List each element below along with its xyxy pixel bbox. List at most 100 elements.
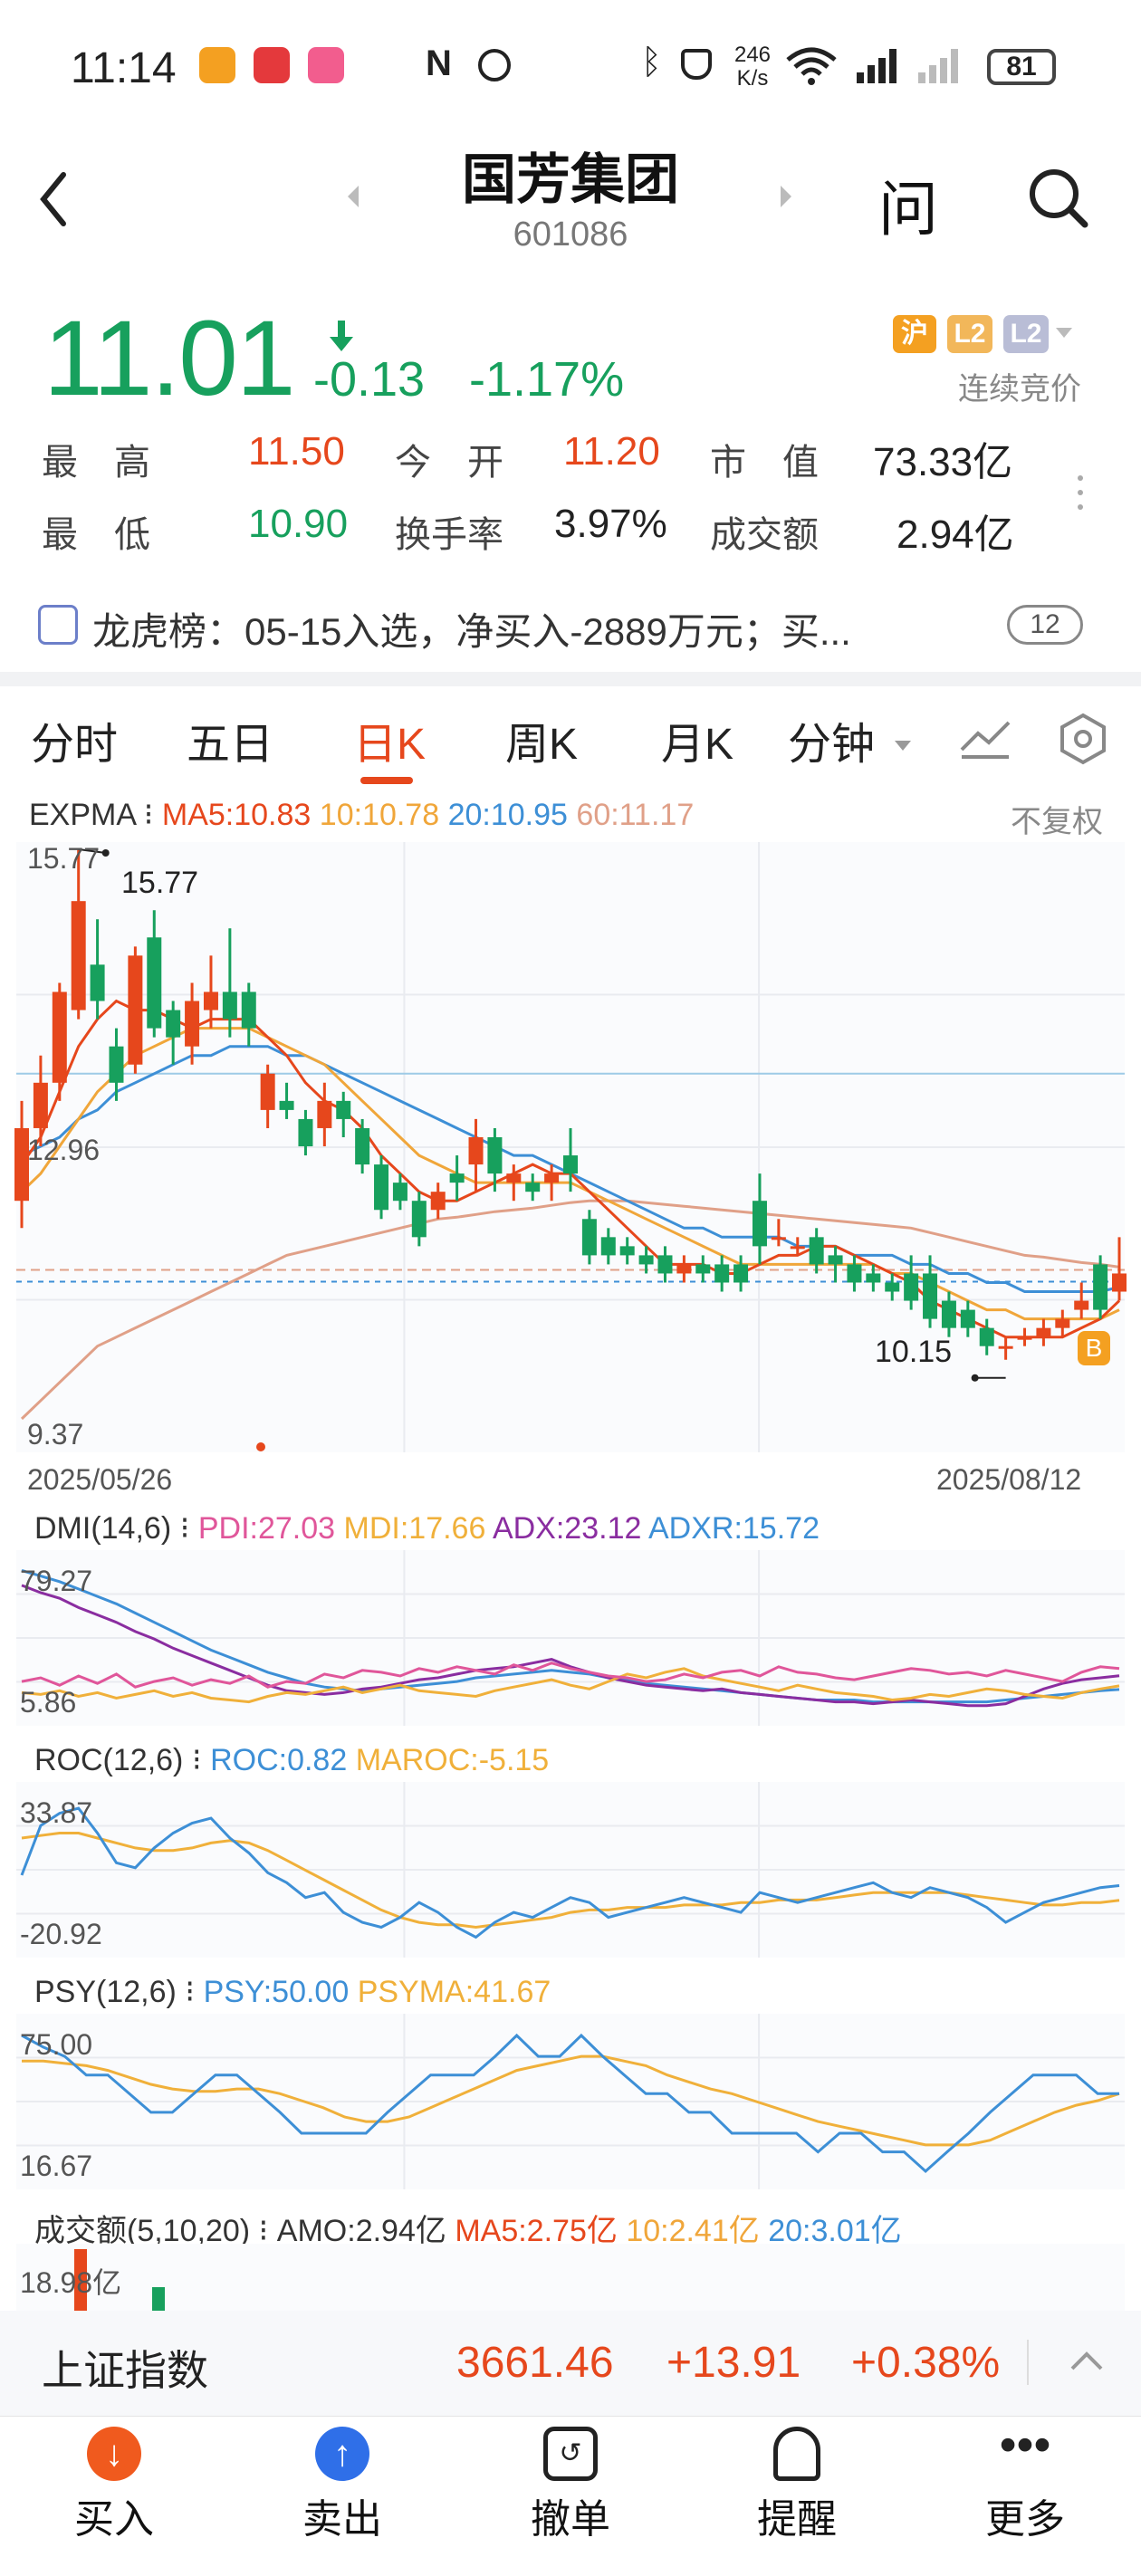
candle-body [581,1219,597,1256]
amount-bar [74,2249,87,2311]
candle-body [336,1100,351,1119]
candle [960,1300,975,1337]
alert-button[interactable]: 提醒 [724,2427,869,2544]
low-label: 最 低 [42,515,150,555]
more-vertical-icon[interactable] [1078,466,1085,519]
cancel-order-button[interactable]: ↺ 撤单 [498,2427,643,2544]
candle [411,1192,427,1247]
ask-button[interactable]: 问 [878,176,938,243]
more-button[interactable]: ••• 更多 [985,2418,1065,2542]
candle [979,1318,994,1355]
candle [525,1173,541,1202]
roc-y-low: -20.92 [20,1918,102,1950]
more-dots-icon: ••• [999,2418,1051,2472]
status-bar: 11:14 N ᛒ 246 K/s 81 [0,0,1141,136]
kline-max-marker: 15.77 [121,866,199,900]
kline-chart[interactable] [0,842,1141,1452]
amount-chart[interactable] [0,2244,1141,2311]
sh-badge: 沪 [893,315,936,353]
current-price: 11.01 [43,299,296,418]
tab-minute[interactable]: 分钟 [788,721,876,769]
candle-body [923,1273,938,1319]
dmi-y-high: 79.27 [20,1565,93,1597]
candle-body [771,1237,786,1240]
psy-y-low: 16.67 [20,2150,93,2182]
candle-body [1036,1327,1051,1337]
l2-badge[interactable]: L2 [947,315,992,353]
tab-weekly-k[interactable]: 周K [505,721,579,769]
chevron-down-icon[interactable] [1056,328,1072,338]
candle-body [487,1136,503,1174]
candle-body [941,1300,956,1328]
next-stock-icon[interactable] [781,186,791,207]
adjust-toggle[interactable]: 不复权 [1011,805,1103,839]
buy-signal-badge[interactable]: B [1078,1331,1110,1365]
bilibili-app-icon [308,47,344,83]
alarm-icon [478,49,511,81]
dragon-tiger-text[interactable]: 龙虎榜：05-15入选，净买入-2889万元；买... [92,610,851,653]
chevron-up-icon[interactable] [1069,2347,1105,2374]
huawei-app-icon [254,47,290,83]
candle [487,1127,503,1192]
candle [847,1255,862,1292]
candle-body [563,1155,578,1174]
candle-body [904,1273,919,1301]
dmi-chart[interactable] [0,1550,1141,1726]
max-dot [101,849,110,857]
candle [563,1127,578,1192]
candle-body [657,1255,673,1274]
chart-trend-icon [38,605,78,645]
drawing-tool-icon[interactable] [958,715,1012,761]
settings-hexagon-icon[interactable] [1056,712,1110,766]
candle [771,1219,786,1247]
candle-body [790,1246,805,1250]
candle [355,1118,370,1174]
min-dot [971,1374,979,1382]
candle [941,1291,956,1337]
candle-body [90,964,105,1001]
candle-body [676,1264,692,1274]
candle [392,1173,408,1211]
candle-body [734,1264,749,1283]
buy-button[interactable]: ↓ 买入 [42,2427,187,2544]
roc-y-high: 33.87 [20,1796,93,1829]
kline-y-low: 9.37 [27,1418,84,1451]
psy-chart[interactable] [0,2014,1141,2189]
candle-body [525,1183,541,1192]
dmi-legend: DMI(14,6) ⁝ PDI:27.03 MDI:17.66 ADX:23.1… [34,1511,820,1546]
candle [714,1255,730,1292]
tab-intraday[interactable]: 分时 [31,721,119,769]
candle [998,1336,1013,1360]
search-icon[interactable] [1027,167,1090,230]
candle-body [600,1237,616,1256]
turnover-value: 3.97% [554,502,667,546]
sell-button[interactable]: ↑ 卖出 [270,2427,415,2544]
candle-body [1112,1273,1127,1292]
candle [1093,1255,1108,1319]
bell-icon [773,2427,820,2481]
prev-stock-icon[interactable] [348,186,359,207]
amount-value: 2.94亿 [896,512,1014,557]
buy-arrow-icon: ↓ [87,2427,141,2481]
home-app-icon [199,47,235,83]
wifi-icon [786,47,837,85]
candle [241,982,256,1047]
index-change: +13.91 [666,2339,801,2387]
sell-arrow-icon: ↑ [315,2427,369,2481]
index-bar[interactable]: 上证指数 3661.46 +13.91 +0.38% [0,2311,1141,2416]
minute-dropdown-icon[interactable] [895,741,911,751]
back-arrow-icon[interactable] [36,168,72,231]
kline-x-end: 2025/08/12 [936,1463,1082,1496]
l2-badge-alt[interactable]: L2 [1003,315,1049,353]
candle-body [752,1201,767,1247]
candle [222,928,237,1038]
dragon-tiger-count[interactable]: 12 [1007,605,1083,645]
roc-line [20,1806,1120,1939]
roc-chart[interactable] [0,1782,1141,1958]
tab-daily-k[interactable]: 日K [353,721,427,769]
max-pointer [78,848,106,854]
amount-bar [152,2287,165,2311]
tab-five-day[interactable]: 五日 [187,721,274,769]
candle [866,1264,881,1292]
tab-monthly-k[interactable]: 月K [661,721,734,769]
